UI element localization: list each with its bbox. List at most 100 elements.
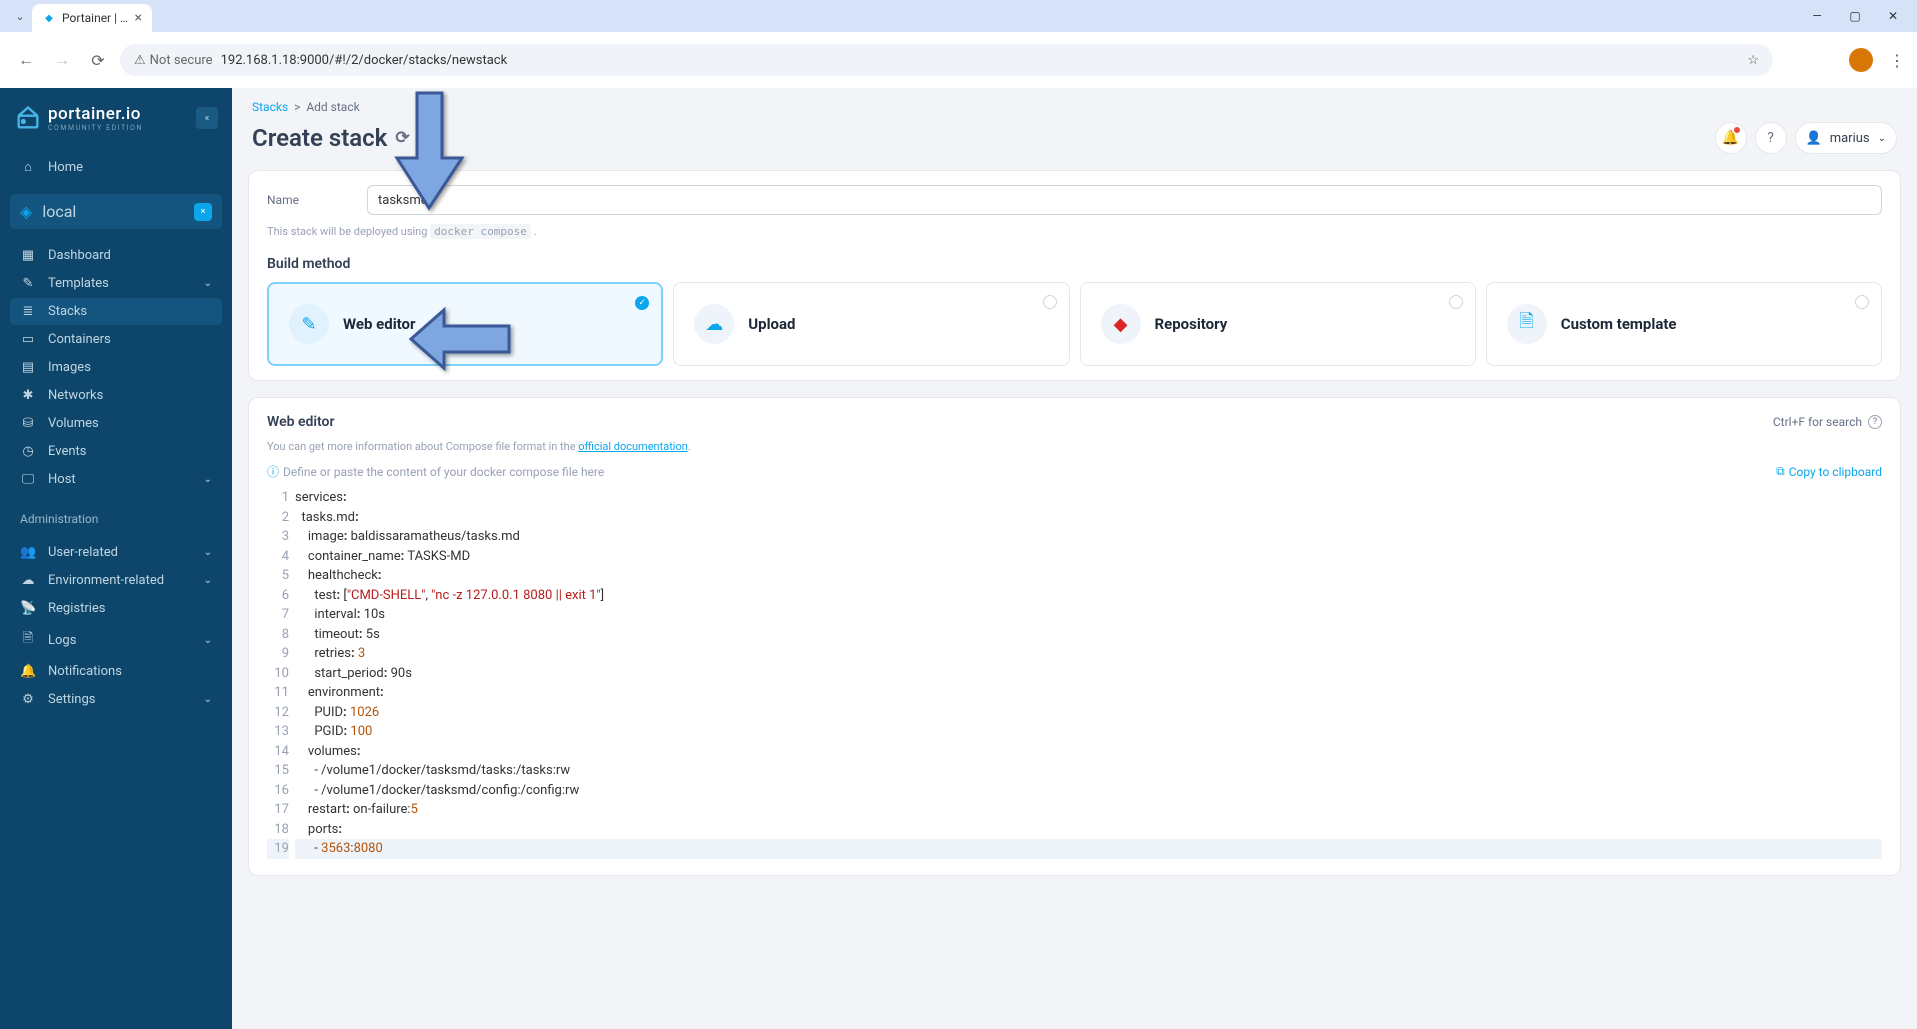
build-card-repository[interactable]: ◆Repository <box>1080 282 1476 366</box>
nav-templates[interactable]: ✎ Templates ⌄ <box>10 270 222 297</box>
images-icon: ▤ <box>20 360 36 375</box>
main-content: Stacks > Add stack Create stack ⟳ 🔔 ? 👤 … <box>232 88 1917 1029</box>
chevron-down-icon: ⌄ <box>204 575 212 586</box>
docker-icon: ◈ <box>20 202 32 221</box>
logo[interactable]: portainer.io COMMUNITY EDITION <box>14 104 143 132</box>
nav-dashboard[interactable]: ▦Dashboard <box>10 242 222 269</box>
address-bar[interactable]: ⚠ Not secure 192.168.1.18:9000/#!/2/dock… <box>120 44 1773 76</box>
stack-form-panel: Name This stack will be deployed using d… <box>248 170 1901 381</box>
name-label: Name <box>267 193 367 207</box>
card-icon: ☁ <box>694 304 734 344</box>
window-controls: — ▢ ✕ <box>1801 0 1909 32</box>
maximize-button[interactable]: ▢ <box>1839 4 1871 28</box>
nav-label: Host <box>48 472 76 487</box>
tab-close-icon[interactable]: × <box>135 10 142 26</box>
info-icon: ⓘ <box>267 463 279 480</box>
copy-icon: ⧉ <box>1776 464 1785 479</box>
browser-tab[interactable]: ◆ Portainer | loca × <box>32 4 152 32</box>
page-title: Create stack ⟳ <box>252 124 410 152</box>
nav-label: Dashboard <box>48 248 111 263</box>
collapse-sidebar-button[interactable]: « <box>196 107 218 129</box>
card-title: Upload <box>748 315 795 333</box>
templates-icon: ✎ <box>20 276 36 291</box>
code-editor[interactable]: 12345678910111213141516171819 services: … <box>267 488 1882 859</box>
nav-networks[interactable]: ✱ Networks <box>10 382 222 409</box>
nav-label: User-related <box>48 545 118 560</box>
chevron-down-icon: ⌄ <box>204 278 212 289</box>
nav-volumes[interactable]: ⛁Volumes <box>10 410 222 437</box>
close-button[interactable]: ✕ <box>1877 4 1909 28</box>
browser-chrome: ⌄ ◆ Portainer | loca × — ▢ ✕ ← → ⟳ ⚠ Not… <box>0 0 1917 88</box>
breadcrumb: Stacks > Add stack <box>232 88 1917 118</box>
nav-admin-settings[interactable]: ⚙Settings⌄ <box>10 686 222 713</box>
card-icon: ◆ <box>1101 304 1141 344</box>
tab-dropdown-icon[interactable]: ⌄ <box>8 10 32 23</box>
build-card-upload[interactable]: ☁ Upload <box>673 282 1069 366</box>
nav-stacks[interactable]: ≣Stacks <box>10 298 222 325</box>
nav-environment[interactable]: ◈ local × <box>10 194 222 229</box>
build-method-cards: ✎Web editor✓ ☁ Upload ◆Repository 🗎 Custom te… <box>267 282 1882 366</box>
minimize-button[interactable]: — <box>1801 4 1833 28</box>
profile-avatar[interactable] <box>1849 48 1873 72</box>
nav-events[interactable]: ◷Events <box>10 438 222 465</box>
brand-edition: COMMUNITY EDITION <box>48 124 143 132</box>
home-icon: ⌂ <box>20 159 36 175</box>
nav-label: Networks <box>48 388 103 403</box>
forward-button[interactable]: → <box>48 46 76 74</box>
user-menu[interactable]: 👤 marius ⌄ <box>1795 122 1898 154</box>
nav-containers[interactable]: ▭Containers <box>10 326 222 353</box>
card-title: Custom template <box>1561 315 1677 333</box>
nav-home[interactable]: ⌂ Home <box>10 153 222 181</box>
nav-label: Images <box>48 360 91 375</box>
help-button[interactable]: ? <box>1755 122 1787 154</box>
build-card-custom-template[interactable]: 🗎 Custom template <box>1486 282 1882 366</box>
copy-to-clipboard[interactable]: ⧉ Copy to clipboard <box>1776 464 1882 479</box>
networks-icon: ✱ <box>20 388 36 403</box>
notifications-icon: 🔔 <box>20 664 36 679</box>
name-input[interactable] <box>367 185 1882 215</box>
warning-icon: ⚠ <box>134 53 146 68</box>
help-icon[interactable]: ? <box>1868 415 1882 429</box>
env-icon: ☁ <box>20 573 36 588</box>
card-icon: 🗎 <box>1507 304 1547 344</box>
not-secure-badge: ⚠ Not secure <box>134 53 213 68</box>
chevron-down-icon: ⌄ <box>1878 133 1886 144</box>
nav-admin-user-related[interactable]: 👥User-related⌄ <box>10 539 222 566</box>
nav-admin-notifications[interactable]: 🔔Notifications <box>10 658 222 685</box>
back-button[interactable]: ← <box>12 46 40 74</box>
nav-admin-logs[interactable]: 🗎Logs⌄ <box>10 623 222 657</box>
nav-label: Containers <box>48 332 111 347</box>
logo-icon <box>14 104 42 132</box>
username: marius <box>1830 131 1870 146</box>
env-close-icon[interactable]: × <box>194 203 212 221</box>
events-icon: ◷ <box>20 444 36 459</box>
bookmark-icon[interactable]: ☆ <box>1747 53 1759 68</box>
editor-info: You can get more information about Compo… <box>267 440 1882 453</box>
docs-link[interactable]: official documentation <box>578 440 688 453</box>
chrome-menu-icon[interactable]: ⋮ <box>1889 51 1905 70</box>
define-hint: ⓘ Define or paste the content of your do… <box>267 463 604 480</box>
nav-admin-registries[interactable]: 📡Registries <box>10 595 222 622</box>
notification-dot <box>1734 127 1740 133</box>
breadcrumb-root[interactable]: Stacks <box>252 100 288 114</box>
nav-admin-environment-related[interactable]: ☁Environment-related⌄ <box>10 567 222 594</box>
sidebar: portainer.io COMMUNITY EDITION « ⌂ Home … <box>0 88 232 1029</box>
host-icon: 🖵 <box>20 472 36 487</box>
nav-label: Templates <box>48 276 109 291</box>
editor-title: Web editor <box>267 414 335 430</box>
tab-bar: ⌄ ◆ Portainer | loca × — ▢ ✕ <box>0 0 1917 32</box>
nav-env-label: local <box>42 202 76 221</box>
nav-home-label: Home <box>48 160 83 175</box>
build-method-title: Build method <box>267 256 1882 272</box>
build-card-web-editor[interactable]: ✎Web editor✓ <box>267 282 663 366</box>
refresh-icon[interactable]: ⟳ <box>395 128 409 148</box>
notifications-button[interactable]: 🔔 <box>1715 122 1747 154</box>
nav-images[interactable]: ▤ Images <box>10 354 222 381</box>
reload-button[interactable]: ⟳ <box>84 46 112 74</box>
user-icon: 👤 <box>1806 131 1822 146</box>
users-icon: 👥 <box>20 545 36 560</box>
nav-host[interactable]: 🖵Host⌄ <box>10 466 222 493</box>
nav-label: Settings <box>48 692 95 707</box>
nav-label: Volumes <box>48 416 99 431</box>
card-title: Web editor <box>343 315 416 333</box>
